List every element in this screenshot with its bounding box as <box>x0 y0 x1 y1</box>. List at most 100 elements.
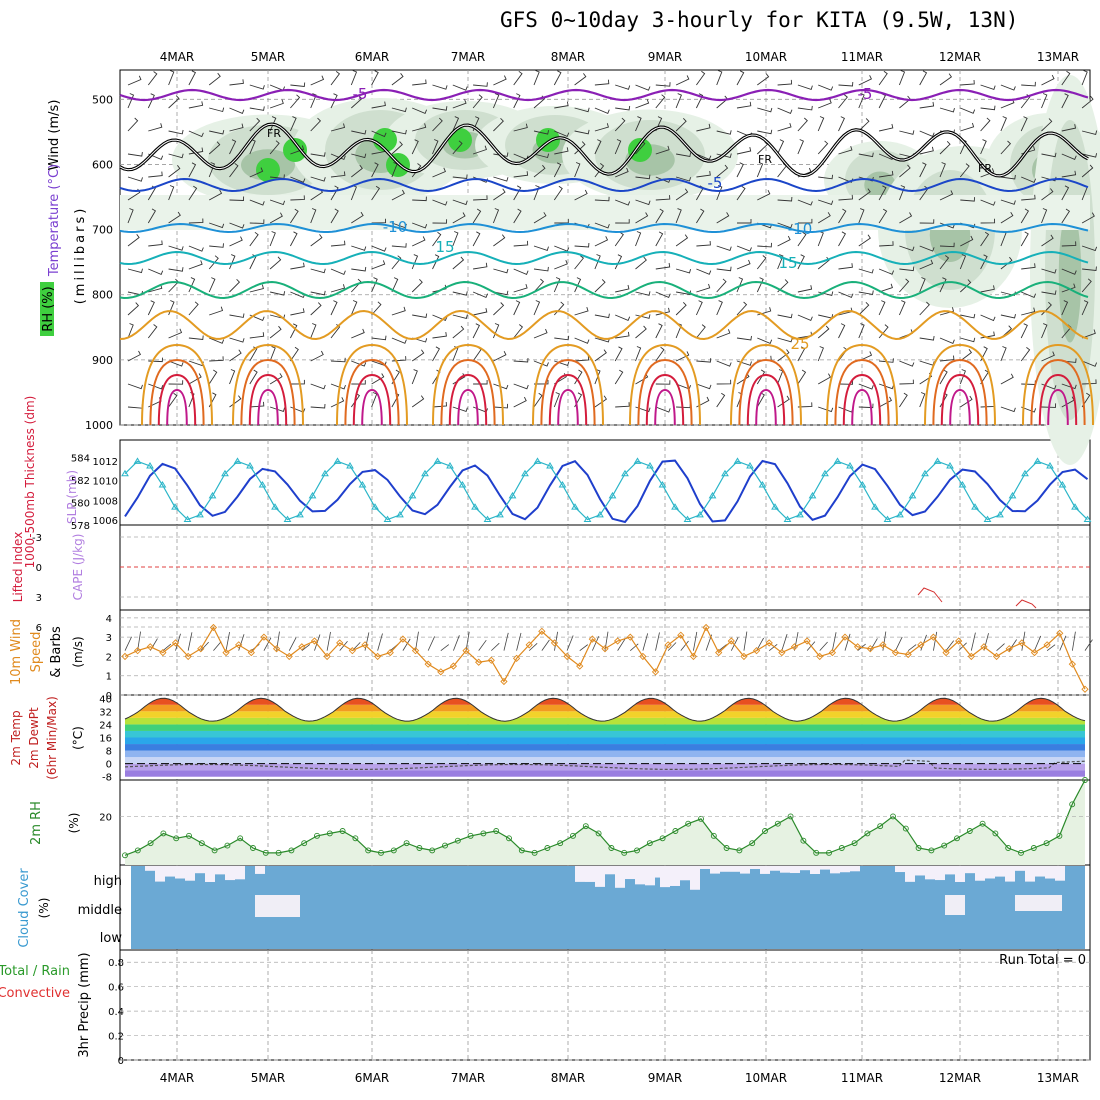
wind-barb <box>899 360 915 367</box>
wind-barb <box>1081 278 1092 293</box>
wind-barb <box>290 346 299 362</box>
wind-barb <box>412 222 428 229</box>
wind-barb <box>757 307 772 316</box>
wind-barb <box>391 107 407 113</box>
series-wind-point <box>689 652 698 661</box>
temp-band <box>125 750 1085 758</box>
ytick-pressure: 600 <box>92 158 113 171</box>
cloud-high-gap <box>905 866 915 882</box>
ytick-slp: 1010 <box>93 477 118 488</box>
date-label-bottom: 10MAR <box>745 1071 787 1085</box>
wind-barb <box>411 139 419 155</box>
wind-barb <box>229 222 245 229</box>
date-label-bottom: 8MAR <box>551 1071 586 1085</box>
cloud-high-gap <box>1015 866 1025 871</box>
wind-barb <box>127 404 143 409</box>
wind-barb <box>736 335 752 341</box>
wind-barb <box>351 245 367 251</box>
wind-barb <box>777 254 784 270</box>
wind-barb <box>574 162 581 178</box>
wind-barb <box>899 245 915 252</box>
wind-barb <box>554 101 569 109</box>
series-slp-point <box>658 481 667 488</box>
cloud-high-gap <box>235 866 245 880</box>
wind-barb-10m <box>1008 639 1017 651</box>
wind-barb <box>716 329 731 339</box>
wind-barb <box>229 254 236 270</box>
wind-barb <box>452 116 460 132</box>
wind-barb <box>919 101 935 109</box>
wind-barb <box>371 218 387 224</box>
contour-temp-surface <box>924 343 996 426</box>
wind-barb <box>1021 194 1036 201</box>
wind-barb <box>1081 70 1088 86</box>
wind-barb <box>1020 116 1028 132</box>
cloud-high-gap <box>995 866 1005 877</box>
cloud-high-gap <box>625 866 635 880</box>
wind-barb-10m <box>768 643 778 651</box>
wind-barb <box>1061 185 1070 201</box>
wind-barb <box>980 402 996 408</box>
series-wind-point <box>538 627 546 635</box>
wind-barb <box>1041 74 1055 86</box>
wind-barb <box>1000 140 1012 155</box>
cloud-high-gap <box>595 866 605 887</box>
wind-barb <box>310 323 317 339</box>
series-slp-point <box>858 481 867 488</box>
wind-barb <box>615 105 631 111</box>
wind-barb <box>858 290 874 295</box>
series-slp-point <box>908 491 917 499</box>
wind-barb <box>452 212 466 224</box>
ylabel-precip-total: Total / Rain <box>0 964 70 979</box>
wind-barb <box>310 234 323 247</box>
wind-barb <box>817 346 824 362</box>
wind-barb-10m <box>440 644 450 651</box>
series-slp-point <box>1083 515 1092 523</box>
wind-barb <box>1061 383 1077 390</box>
series-wind-point <box>702 623 710 632</box>
series-rh2m-point <box>570 832 576 839</box>
wind-barb-10m <box>213 641 222 651</box>
ylabel-wind10m-c: & Barbs <box>49 626 64 678</box>
cloud-high-gap <box>895 866 905 873</box>
wind-barb <box>716 95 729 109</box>
wind-barb <box>472 346 482 362</box>
series-wind-point <box>437 668 445 676</box>
wind-barb <box>777 122 792 132</box>
wind-barb <box>817 373 832 385</box>
ytick-wind: 2 <box>106 652 112 663</box>
wind-barb <box>614 254 623 270</box>
wind-barb <box>147 324 158 339</box>
contour-label: FR <box>758 153 772 166</box>
cloud-high-gap <box>255 866 265 874</box>
wind-barb <box>960 79 975 86</box>
ytick-slp: 1008 <box>93 496 118 507</box>
wind-barb <box>797 117 808 132</box>
wind-barb <box>493 302 505 316</box>
wind-barb <box>127 302 140 316</box>
date-label-bottom: 7MAR <box>451 1071 486 1085</box>
wind-barb <box>838 94 848 109</box>
wind-barb <box>594 236 609 247</box>
wind-barb <box>330 71 341 86</box>
series-wind-point <box>323 652 331 661</box>
series-slp-point <box>483 515 492 523</box>
series-slp-point <box>208 491 217 499</box>
series-wind-point <box>891 648 900 657</box>
wind-barb <box>736 101 752 109</box>
wind-barb <box>898 70 906 86</box>
wind-barb-10m <box>743 631 748 651</box>
wind-barb-10m <box>566 635 574 651</box>
contour-temp-surface <box>352 373 392 426</box>
ylabel-slp-text: SLP (mb) <box>65 470 79 524</box>
wind-barb <box>330 93 338 109</box>
wind-barb <box>351 95 363 109</box>
wind-barb <box>838 194 853 201</box>
contour-temp-minus5-mid <box>119 177 1089 193</box>
wind-barb <box>757 129 773 135</box>
wind-barb <box>777 337 793 343</box>
series-slp-point <box>283 515 292 523</box>
contour-label: -5 <box>708 174 723 192</box>
series-wind-point <box>133 647 142 655</box>
ylabel-cloud-unit: (%) <box>37 898 51 919</box>
